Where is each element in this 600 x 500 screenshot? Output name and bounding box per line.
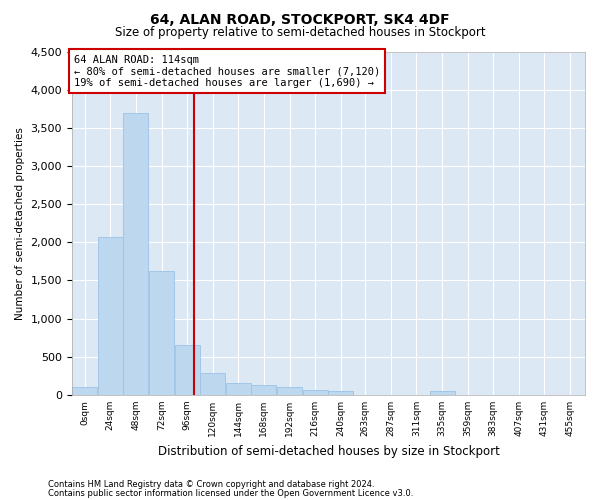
Bar	[124, 112, 148, 395]
Bar	[251, 385, 277, 395]
Bar	[328, 391, 353, 395]
Text: Contains HM Land Registry data © Crown copyright and database right 2024.: Contains HM Land Registry data © Crown c…	[48, 480, 374, 489]
Bar	[72, 388, 97, 395]
Text: 64, ALAN ROAD, STOCKPORT, SK4 4DF: 64, ALAN ROAD, STOCKPORT, SK4 4DF	[150, 12, 450, 26]
Y-axis label: Number of semi-detached properties: Number of semi-detached properties	[15, 127, 25, 320]
Text: Size of property relative to semi-detached houses in Stockport: Size of property relative to semi-detach…	[115, 26, 485, 39]
Text: 64 ALAN ROAD: 114sqm
← 80% of semi-detached houses are smaller (7,120)
19% of se: 64 ALAN ROAD: 114sqm ← 80% of semi-detac…	[74, 54, 380, 88]
Bar	[98, 237, 123, 395]
Bar	[277, 388, 302, 395]
Bar	[430, 391, 455, 395]
Bar	[149, 272, 174, 395]
Bar	[302, 390, 328, 395]
Bar	[175, 346, 200, 395]
Text: Contains public sector information licensed under the Open Government Licence v3: Contains public sector information licen…	[48, 490, 413, 498]
X-axis label: Distribution of semi-detached houses by size in Stockport: Distribution of semi-detached houses by …	[158, 444, 499, 458]
Bar	[226, 382, 251, 395]
Bar	[200, 373, 225, 395]
